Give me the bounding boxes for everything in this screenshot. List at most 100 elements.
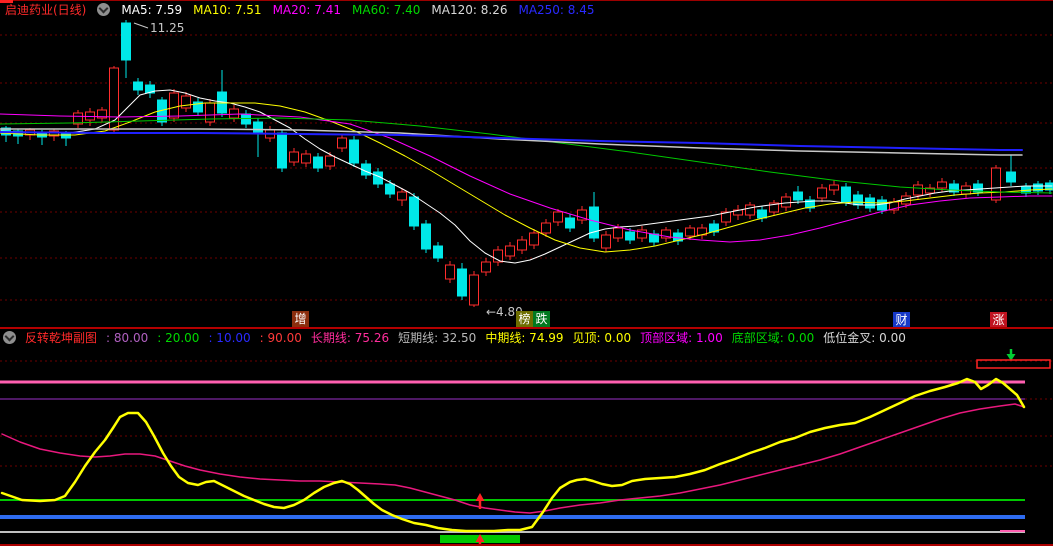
- low-golden-cross-value: 低位金叉: 0.00: [823, 331, 906, 345]
- corner-mark: [0, 0, 13, 3]
- candle-body: [337, 137, 347, 149]
- candle-body: [145, 84, 155, 94]
- candle-body: [553, 211, 563, 223]
- candle-body: [109, 67, 119, 131]
- collapse-chevron-icon[interactable]: [97, 3, 111, 16]
- candle-body: [613, 227, 623, 239]
- ma10-legend: MA10: 7.51: [193, 2, 262, 17]
- long-term-value: 长期线: 75.26: [310, 331, 390, 345]
- ma250-legend: MA250: 8.45: [518, 2, 595, 17]
- candle-body: [493, 249, 503, 263]
- ma120-legend: MA120: 8.26: [431, 2, 508, 17]
- ma-line-MA5: [0, 89, 1053, 264]
- top-area-value: 顶部区域: 1.00: [640, 331, 723, 345]
- candle-body: [457, 268, 467, 297]
- long-term-line: [1, 403, 1025, 514]
- candle-body: [397, 191, 407, 201]
- candle-body: [97, 109, 107, 119]
- ma-line-MA120: [0, 128, 1023, 156]
- candle-body: [685, 227, 695, 237]
- candle-body: [529, 232, 539, 246]
- price-annotation: 11.25: [150, 21, 184, 35]
- ma-line-MA10: [0, 102, 1053, 253]
- candle-body: [973, 183, 983, 193]
- candle-body: [1006, 171, 1016, 183]
- candle-body: [781, 196, 791, 208]
- candle-body: [853, 194, 863, 206]
- window-bottom-border: [0, 544, 1053, 546]
- up-arrow-icon: [475, 493, 485, 501]
- ma60-legend: MA60: 7.40: [352, 2, 421, 17]
- candle-body: [541, 222, 551, 234]
- ma20-legend: MA20: 7.41: [272, 2, 341, 17]
- candle-body: [433, 245, 443, 259]
- mid-term-line: [0, 377, 1026, 533]
- panel-separator: [0, 327, 1053, 329]
- param-10: : 10.00: [208, 330, 251, 345]
- candle-body: [421, 223, 431, 250]
- candle-body: [253, 121, 263, 133]
- candle-body: [661, 229, 671, 239]
- top-signal-value: 见顶: 0.00: [572, 331, 632, 345]
- collapse-chevron-icon[interactable]: [3, 331, 16, 344]
- candle-body: [745, 204, 755, 216]
- candle-body: [481, 261, 491, 273]
- bottom-area-value: 底部区域: 0.00: [731, 331, 815, 345]
- candle-body: [313, 156, 323, 169]
- candle-body: [301, 153, 311, 164]
- top-area-box: [976, 359, 1051, 369]
- param-80: : 80.00: [106, 330, 149, 345]
- candle-body: [829, 184, 839, 191]
- short-term-value: 短期线: 32.50: [398, 331, 477, 345]
- window-top-border: [0, 0, 1053, 1]
- candle-body: [913, 184, 923, 196]
- candle-body: [757, 209, 767, 219]
- candle-body: [325, 155, 335, 167]
- candle-body: [277, 132, 287, 169]
- ma-line-MA20: [0, 113, 1053, 243]
- candle-body: [1033, 183, 1043, 192]
- candle-body: [601, 234, 611, 249]
- annotation-leader: [133, 22, 149, 29]
- candle-body: [193, 101, 203, 113]
- candle-body: [991, 167, 1001, 201]
- candle-body: [949, 183, 959, 193]
- candle-body: [841, 186, 851, 203]
- candle-body: [517, 239, 527, 251]
- candle-body: [169, 92, 179, 119]
- candle-body: [229, 108, 239, 119]
- stock-title: 启迪药业(日线): [5, 3, 87, 17]
- mid-term-value: 中期线: 74.99: [485, 331, 564, 345]
- candle-body: [877, 199, 887, 211]
- candle-body: [565, 217, 575, 229]
- ma-line-MA60: [0, 117, 1053, 194]
- price-annotation: ←4.80: [486, 305, 523, 319]
- candle-body: [721, 211, 731, 223]
- candle-body: [349, 139, 359, 164]
- candle-body: [181, 95, 191, 109]
- candle-body: [817, 187, 827, 199]
- candle-body: [793, 191, 803, 201]
- candle-body: [769, 202, 779, 213]
- indicator-header: 反转乾坤副图 : 80.00 : 20.00 : 10.00 : 90.00 长…: [3, 330, 906, 345]
- ma-line-MA250: [0, 131, 1023, 151]
- candle-body: [637, 229, 647, 239]
- up-arrow-icon: [475, 534, 485, 542]
- down-arrow-icon: [1006, 354, 1016, 361]
- candle-body: [589, 206, 599, 239]
- candle-body: [625, 231, 635, 241]
- candle-body: [505, 245, 515, 257]
- candle-body: [577, 209, 587, 221]
- candle-body: [937, 181, 947, 189]
- candle-body: [121, 22, 131, 61]
- candle-body: [73, 112, 83, 125]
- candle-body: [469, 274, 479, 306]
- candle-body: [925, 187, 935, 194]
- param-90: : 90.00: [259, 330, 302, 345]
- candle-body: [385, 183, 395, 195]
- candle-body: [409, 196, 419, 227]
- candle-body: [805, 199, 815, 209]
- main-chart-header: 启迪药业(日线) MA5: 7.59 MA10: 7.51 MA20: 7.41…: [5, 2, 595, 18]
